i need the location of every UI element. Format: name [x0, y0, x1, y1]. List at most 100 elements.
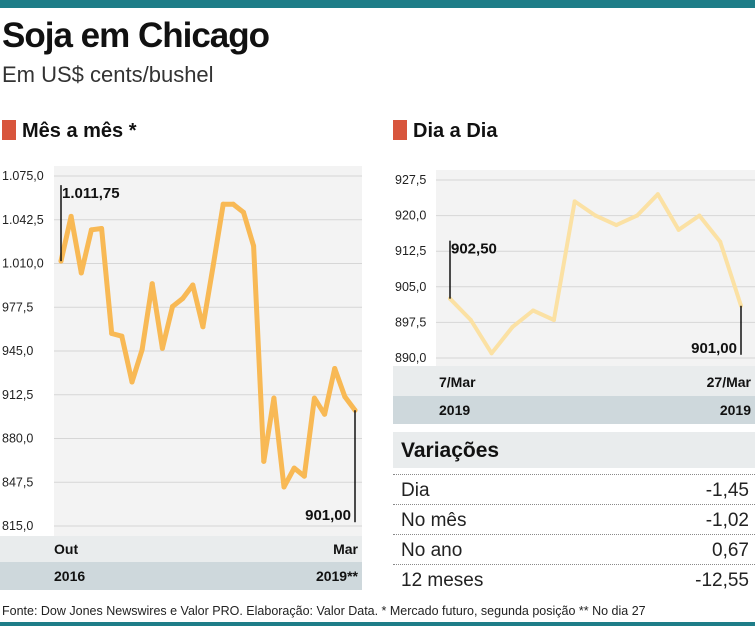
page-title: Soja em Chicago [2, 16, 270, 55]
variation-label: No ano [401, 540, 463, 561]
y-tick-label: 945,0 [2, 344, 33, 358]
source-note: Fonte: Dow Jones Newswires e Valor PRO. … [2, 604, 646, 618]
monthly-chart: 1.075,0 1.042,5 1.010,0 977,5 945,0 912,5 880,… [2, 169, 362, 533]
monthly-chart-heading: Mês a mês * [2, 120, 137, 143]
data-point [170, 304, 176, 310]
daily-chart-heading: Dia a Dia [393, 120, 497, 143]
data-point [676, 227, 681, 232]
data-point [149, 281, 155, 287]
data-point [332, 366, 338, 371]
variation-row: 12 meses -12,55 [393, 564, 755, 595]
variation-row: Dia -1,45 [393, 474, 755, 505]
data-point [655, 192, 660, 197]
y-tick-label: 847,5 [2, 475, 33, 489]
data-point [240, 209, 246, 215]
data-point [281, 484, 287, 490]
data-point [78, 270, 84, 276]
daily-x-start-year: 2019 [439, 402, 471, 418]
data-point [139, 347, 145, 353]
data-point [468, 318, 473, 323]
data-point [261, 458, 267, 464]
data-point [572, 199, 577, 204]
data-point [635, 213, 640, 218]
y-tick-label: 897,5 [395, 315, 426, 329]
variations-title: Variações [401, 439, 500, 462]
data-point [531, 308, 536, 313]
daily-x-start-label: 7/Mar [439, 374, 476, 390]
monthly-year-band [0, 562, 362, 590]
variation-value: -1,02 [705, 510, 749, 531]
monthly-chart-title: Mês a mês * [22, 120, 137, 142]
variation-value: -1,45 [705, 480, 749, 501]
daily-chart: 927,5 920,0 912,5 905,0 897,5 890,0 902,50 901,… [395, 173, 755, 365]
data-point [593, 213, 598, 218]
end-value-label: 901,00 [305, 507, 351, 524]
y-tick-label: 815,0 [2, 519, 33, 533]
daily-chart-background [436, 170, 755, 366]
series-line [448, 192, 743, 356]
data-point [99, 226, 105, 231]
y-tick-label: 880,0 [2, 432, 33, 446]
y-tick-label: 890,0 [395, 351, 426, 365]
bottom-rule [0, 622, 755, 626]
variation-row: No mês -1,02 [393, 504, 755, 535]
data-point [190, 282, 196, 288]
end-value-label: 901,00 [691, 340, 737, 357]
monthly-axis-band [0, 536, 362, 562]
y-tick-label: 912,5 [2, 388, 33, 402]
variation-label: 12 meses [401, 570, 484, 591]
data-point [301, 473, 307, 479]
data-point [697, 213, 702, 218]
series-line [58, 201, 358, 490]
monthly-x-start-year: 2016 [54, 568, 86, 584]
data-point [342, 394, 348, 400]
y-tick-label: 1.075,0 [2, 169, 44, 183]
data-point [129, 379, 135, 385]
y-tick-label: 905,0 [395, 280, 426, 294]
data-point [210, 263, 216, 269]
y-tick-label: 1.042,5 [2, 213, 44, 227]
start-value-label: 1.011,75 [62, 185, 120, 202]
data-point [180, 296, 186, 301]
start-value-label: 902,50 [451, 241, 497, 258]
data-point [271, 395, 277, 401]
data-point [614, 223, 619, 228]
data-point [159, 345, 165, 351]
red-square-icon [2, 120, 16, 140]
daily-x-end-year: 2019 [719, 402, 751, 418]
daily-axis-band [393, 366, 755, 396]
data-point [718, 239, 723, 244]
daily-year-band [393, 396, 755, 424]
variation-label: Dia [401, 480, 430, 501]
data-point [291, 465, 297, 471]
y-tick-label: 1.010,0 [2, 257, 44, 271]
monthly-x-end-year: 2019** [315, 568, 358, 584]
variation-row: No ano 0,67 [393, 534, 755, 565]
data-point [489, 351, 494, 356]
red-square-icon [393, 120, 407, 140]
variation-label: No mês [401, 510, 467, 531]
daily-chart-title: Dia a Dia [413, 120, 498, 142]
data-point [88, 227, 94, 233]
data-point [119, 333, 125, 339]
variations-header: Variações [393, 432, 755, 468]
data-point [311, 395, 317, 401]
data-point [251, 243, 257, 249]
monthly-x-start-label: Out [54, 541, 79, 557]
data-point [230, 201, 236, 207]
data-point [448, 296, 452, 301]
daily-x-end-label: 27/Mar [706, 374, 751, 390]
data-point [68, 213, 74, 219]
monthly-x-end-label: Mar [333, 541, 358, 557]
page-subtitle: Em US$ cents/bushel [2, 62, 214, 87]
variation-value: 0,67 [712, 540, 749, 561]
data-point [109, 331, 115, 336]
y-tick-label: 912,5 [395, 244, 426, 258]
data-point [220, 201, 226, 207]
variation-value: -12,55 [695, 570, 749, 591]
data-point [510, 325, 515, 330]
data-point [200, 324, 206, 330]
top-rule [0, 0, 755, 8]
data-point [551, 318, 556, 323]
y-tick-label: 977,5 [2, 300, 33, 314]
